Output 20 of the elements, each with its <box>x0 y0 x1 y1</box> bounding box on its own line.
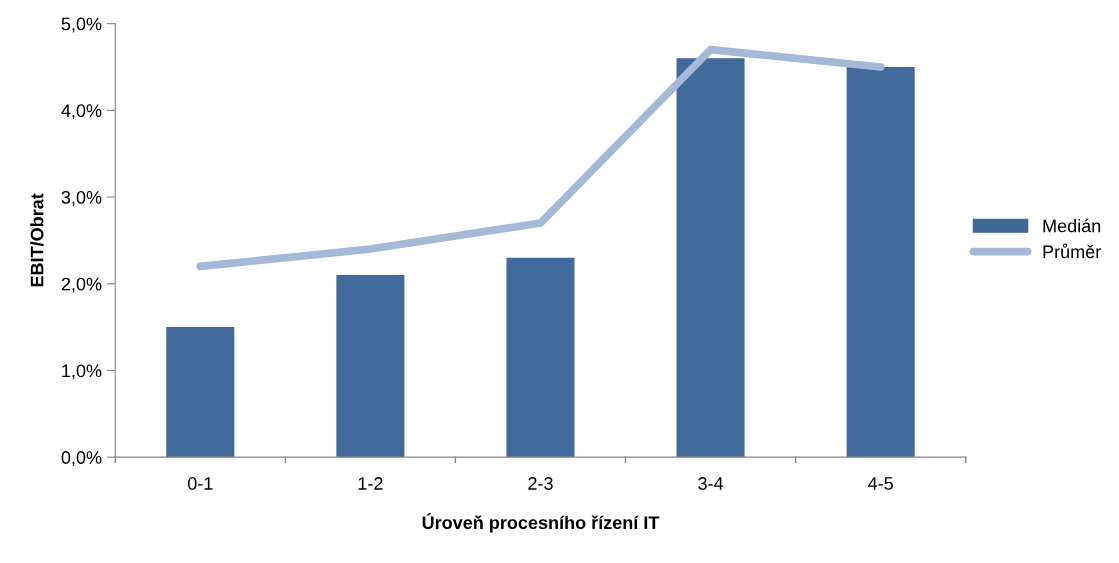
x-tick-label: 1-2 <box>358 477 383 490</box>
bar <box>166 327 235 458</box>
bar <box>336 275 405 458</box>
y-tick-label: 5,0% <box>61 17 102 33</box>
y-tick-label: 1,0% <box>62 364 102 380</box>
y-tick-label: 0,0% <box>61 451 102 467</box>
y-axis-title: EBIT/Obrat <box>30 193 44 287</box>
y-tick-label: 2,0% <box>61 277 102 293</box>
bar <box>506 257 575 458</box>
legend-label: Průměr <box>1043 243 1101 259</box>
y-tick-label: 4,0% <box>61 104 102 120</box>
bar <box>846 67 915 458</box>
legend-label: Medián <box>1043 218 1101 233</box>
x-axis-title: Úroveň procesního řízení IT <box>422 512 660 533</box>
y-tick-label: 3,0% <box>61 190 102 206</box>
x-tick-label: 2-3 <box>528 477 553 490</box>
x-tick-label: 3-4 <box>698 477 724 490</box>
bar <box>676 58 745 458</box>
x-tick-label: 4-5 <box>868 477 893 490</box>
x-tick-label: 0-1 <box>187 477 213 490</box>
